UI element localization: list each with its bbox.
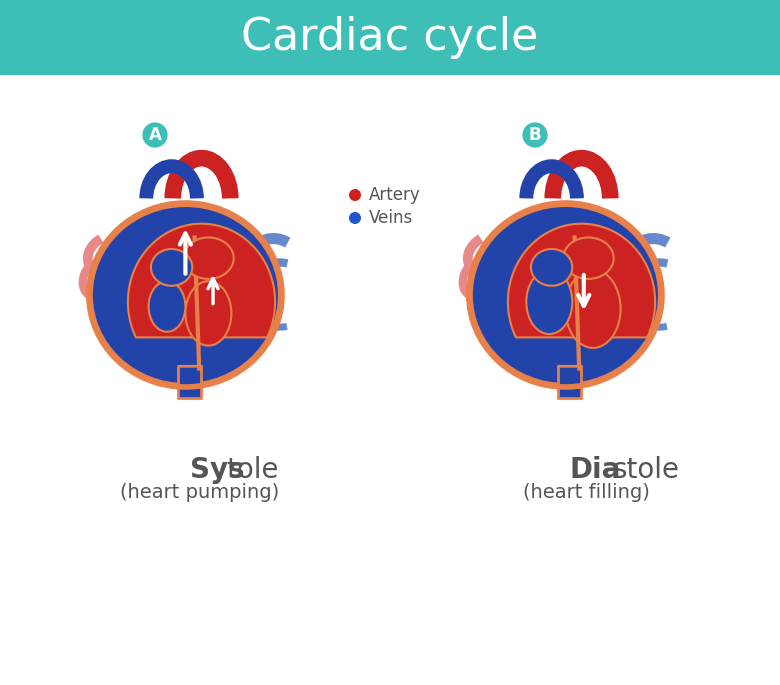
Circle shape [349, 189, 361, 201]
Text: Cardiac cycle: Cardiac cycle [241, 16, 539, 58]
FancyBboxPatch shape [0, 0, 780, 75]
Ellipse shape [531, 249, 573, 286]
Text: B: B [529, 126, 541, 144]
Ellipse shape [183, 238, 234, 279]
Ellipse shape [186, 282, 232, 346]
Text: stole: stole [612, 456, 679, 484]
Text: Veins: Veins [369, 209, 413, 227]
Circle shape [349, 212, 361, 224]
Circle shape [521, 121, 549, 149]
Ellipse shape [149, 282, 186, 332]
Text: Dia: Dia [570, 456, 622, 484]
Circle shape [141, 121, 169, 149]
FancyBboxPatch shape [179, 366, 201, 399]
Text: (heart pumping): (heart pumping) [120, 482, 279, 501]
Ellipse shape [563, 238, 614, 279]
Ellipse shape [471, 206, 660, 385]
Polygon shape [508, 224, 655, 338]
Polygon shape [128, 224, 275, 338]
Ellipse shape [566, 270, 621, 348]
Text: A: A [148, 126, 161, 144]
Text: Artery: Artery [369, 186, 420, 204]
Ellipse shape [526, 270, 573, 334]
Ellipse shape [91, 206, 280, 385]
Text: (heart filling): (heart filling) [523, 482, 650, 501]
Ellipse shape [151, 249, 193, 286]
Text: tole: tole [226, 456, 278, 484]
FancyBboxPatch shape [558, 366, 582, 399]
Text: Sys: Sys [190, 456, 245, 484]
